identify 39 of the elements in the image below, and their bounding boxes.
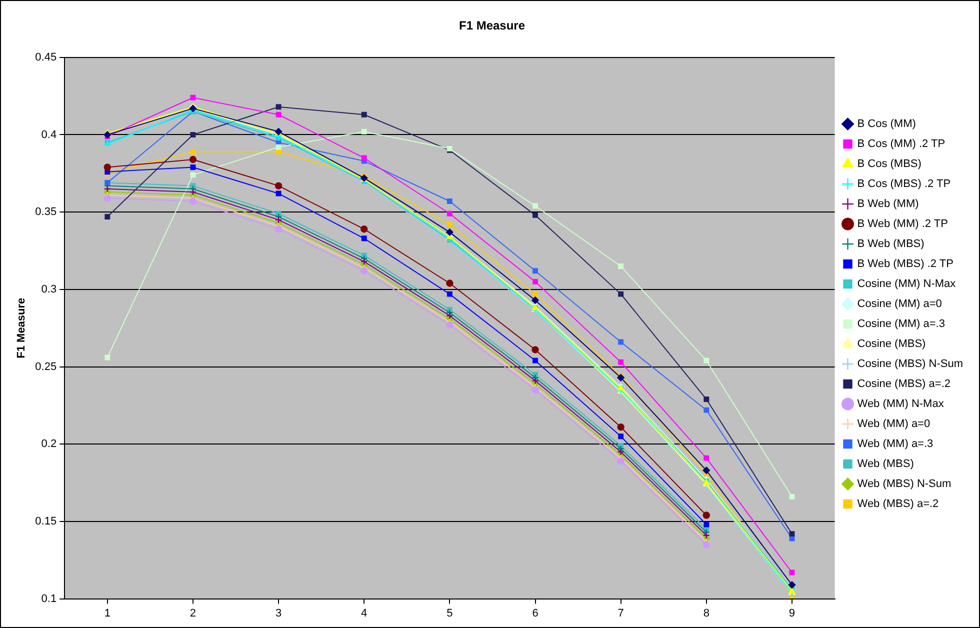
x-tick-label: 2 [190, 607, 196, 620]
legend-label: Web (MM) a=0 [857, 418, 930, 430]
legend-label: Web (MBS) a=.2 [857, 498, 939, 510]
y-tick-label: 0.25 [35, 360, 57, 373]
x-tick-label: 5 [446, 607, 453, 620]
y-tick-label: 0.35 [35, 206, 57, 218]
y-tick-label: 0.45 [35, 51, 57, 64]
x-tick-label: 1 [104, 607, 110, 620]
legend-label: Web (MM) a=.3 [857, 438, 934, 450]
x-tick-label: 9 [788, 607, 796, 620]
y-tick-label: 0.2 [41, 438, 57, 450]
legend-label: Cosine (MBS) [857, 338, 926, 350]
legend-label: B Web (MM) [857, 198, 919, 210]
legend-label: Cosine (MM) a=0 [857, 298, 942, 310]
legend-label: Web (MM) N-Max [857, 398, 944, 410]
legend-label: Cosine (MBS) N-Sum [857, 358, 964, 370]
legend-label: Cosine (MBS) a=.2 [857, 378, 950, 390]
legend-label: B Cos (MM) .2 TP [857, 138, 946, 150]
x-tick-label: 7 [618, 607, 624, 620]
y-axis-title: F1 Measure [16, 298, 28, 358]
legend-label: Web (MBS) [857, 458, 914, 470]
legend-label: Web (MBS) N-Sum [857, 478, 952, 490]
x-tick-label: 8 [703, 607, 710, 620]
legend-label: Cosine (MM) N-Max [857, 278, 956, 290]
y-tick-label: 0.1 [41, 592, 57, 605]
x-tick-label: 3 [275, 607, 282, 620]
legend-label: B Cos (MBS) [857, 158, 922, 170]
legend-label: Cosine (MM) a=.3 [857, 318, 945, 330]
legend-label: B Cos (MM) [857, 118, 916, 130]
legend-label: B Cos (MBS) .2 TP [857, 178, 951, 190]
y-tick-label: 0.4 [41, 128, 57, 141]
x-tick-label: 6 [532, 607, 538, 620]
chart-title: F1 Measure [458, 18, 526, 33]
legend-label: B Web (MBS) [857, 238, 924, 250]
y-tick-label: 0.15 [35, 515, 57, 528]
legend-label: B Web (MBS) .2 TP [857, 258, 954, 270]
legend-label: B Web (MM) .2 TP [857, 218, 948, 230]
y-tick-label: 0.3 [41, 283, 57, 296]
x-tick-label: 4 [361, 607, 368, 620]
